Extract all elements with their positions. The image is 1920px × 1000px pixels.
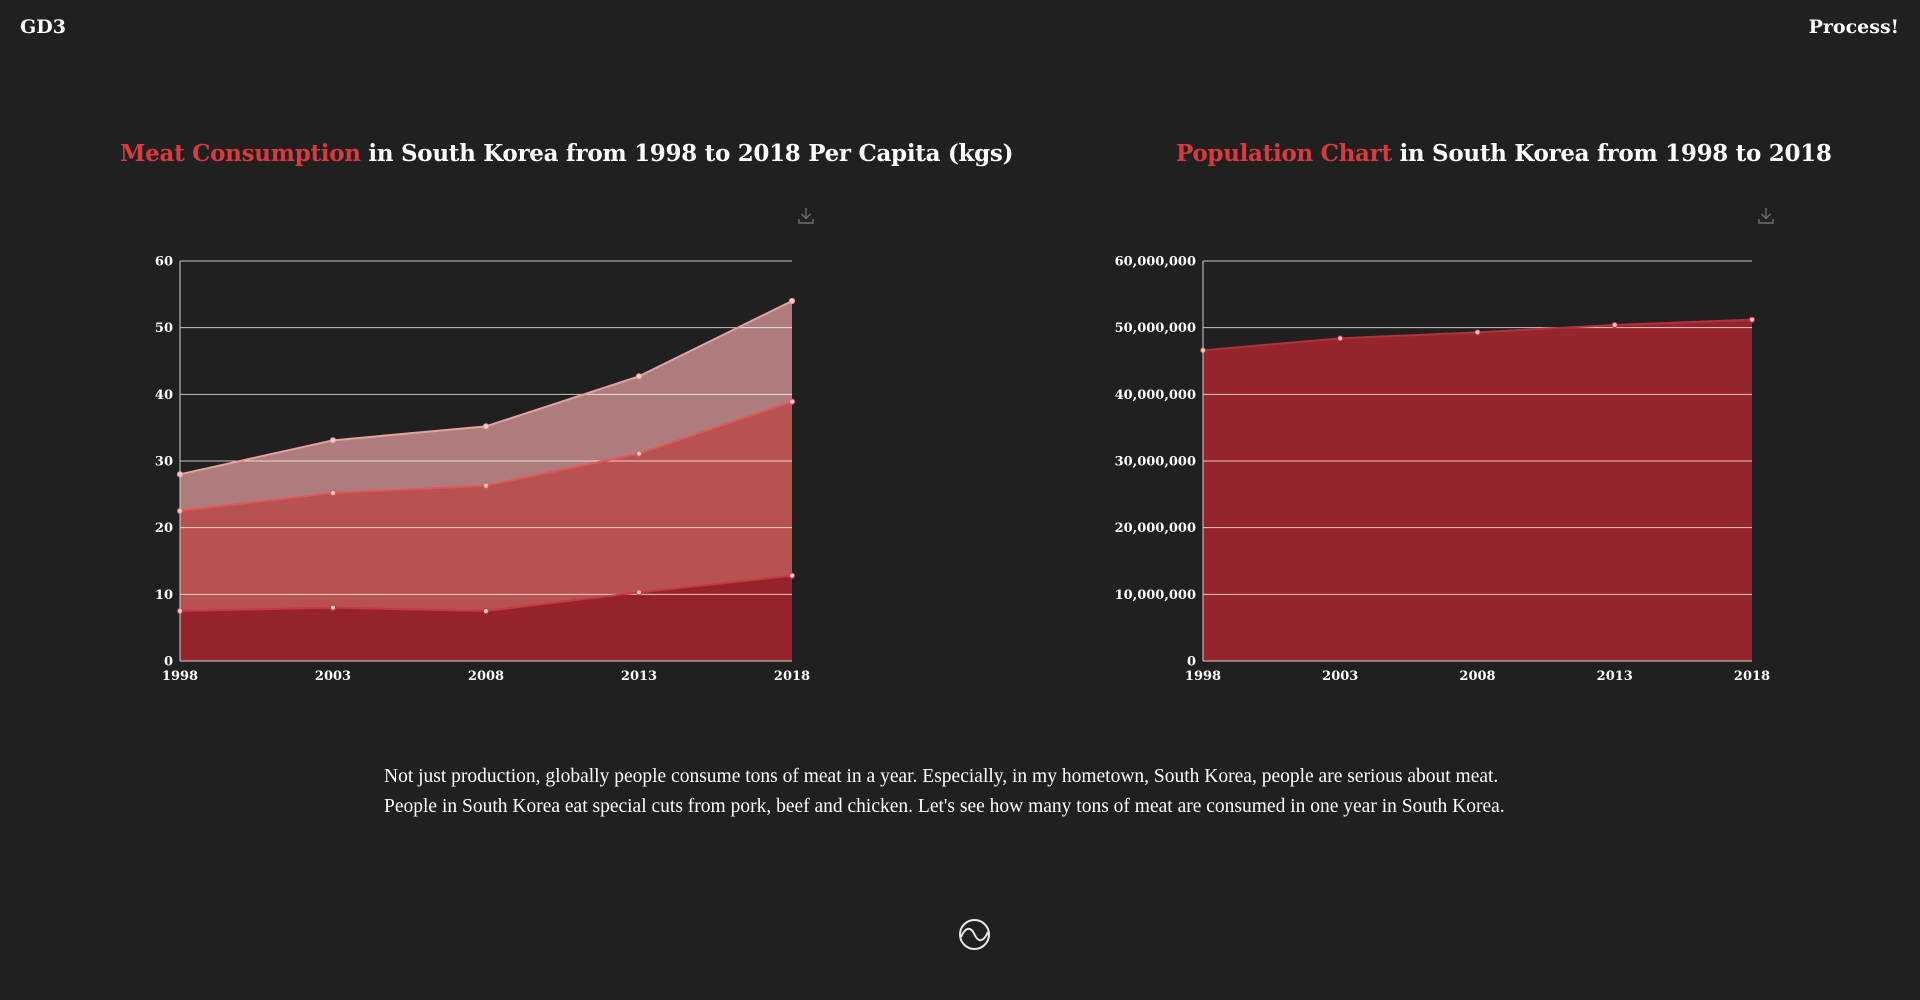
- population-chart-y-tick-label: 30,000,000: [1115, 455, 1196, 470]
- meat-chart-series-2-point: [482, 482, 490, 489]
- meat-chart-series-1-area: [180, 575, 792, 661]
- meat-chart-download-icon[interactable]: [797, 206, 815, 226]
- meat-chart-series-3-point: [329, 437, 337, 444]
- meat-chart-series-3-point: [482, 423, 490, 430]
- meat-chart-x-tick-label: 2003: [315, 669, 351, 684]
- population-chart-series-1-point: [1474, 329, 1481, 336]
- meat-chart-series-3-point: [788, 297, 796, 305]
- meat-chart-series-1-point: [329, 604, 337, 611]
- population-chart-section: Population Chart in South Korea from 199…: [1176, 140, 1832, 167]
- meat-chart-y-tick-label: 30: [155, 455, 173, 470]
- population-chart-download-icon[interactable]: [1757, 206, 1775, 226]
- description-line-1: Not just production, globally people con…: [384, 766, 1499, 787]
- meat-chart-x-tick-label: 2013: [621, 669, 657, 684]
- meat-chart-y-tick-label: 10: [155, 588, 173, 603]
- meat-chart-y-tick-label: 20: [155, 521, 173, 536]
- meat-chart-series-1-point: [482, 607, 490, 615]
- population-chart-x-tick-label: 2003: [1322, 669, 1358, 684]
- meat-chart-y-tick-label: 40: [155, 388, 173, 403]
- population-chart-x-tick-label: 1998: [1185, 669, 1221, 684]
- meat-chart-title: Meat Consumption in South Korea from 199…: [120, 140, 1013, 167]
- population-chart-y-tick-label: 10,000,000: [1115, 588, 1196, 603]
- population-chart-x-tick-label: 2018: [1734, 669, 1770, 684]
- population-chart-y-tick-label: 60,000,000: [1115, 255, 1196, 270]
- population-chart-series-1-point: [1611, 321, 1618, 329]
- meat-chart-y-tick-label: 60: [155, 255, 173, 270]
- population-chart-y-tick-label: 50,000,000: [1115, 321, 1196, 336]
- population-chart-title: Population Chart in South Korea from 199…: [1176, 140, 1832, 167]
- meat-chart-series-2-point: [635, 450, 643, 457]
- meat-chart-series-3-point: [635, 373, 643, 380]
- population-chart-title-rest: in South Korea from 1998 to 2018: [1391, 140, 1832, 167]
- meat-chart-section: Meat Consumption in South Korea from 199…: [120, 140, 1013, 167]
- population-chart-y-tick-label: 40,000,000: [1115, 388, 1196, 403]
- meat-chart-y-tick-label: 0: [164, 655, 173, 670]
- population-chart-title-accent: Population Chart: [1176, 140, 1392, 167]
- meat-chart-x-tick-label: 1998: [162, 669, 198, 684]
- description-line-2: People in South Korea eat special cuts f…: [384, 796, 1505, 817]
- population-chart-series-1-point: [1337, 335, 1344, 342]
- population-chart-y-tick-label: 0: [1187, 655, 1196, 670]
- meat-chart-title-accent: Meat Consumption: [120, 140, 361, 167]
- population-chart-x-tick-label: 2008: [1459, 669, 1495, 684]
- meat-chart-x-tick-label: 2008: [468, 669, 504, 684]
- circle-wave-logo-icon[interactable]: [958, 918, 991, 951]
- meat-chart-series-1-point: [788, 572, 796, 579]
- population-chart-series-1-area: [1203, 319, 1752, 661]
- meat-chart-title-rest: in South Korea from 1998 to 2018 Per Cap…: [360, 140, 1014, 167]
- meat-chart-y-tick-label: 50: [155, 321, 173, 336]
- population-chart-series-1-point: [1748, 316, 1756, 323]
- population-chart-y-tick-label: 20,000,000: [1115, 521, 1196, 536]
- top-bar: GD3 Process!: [0, 0, 1920, 60]
- description-text: Not just production, globally people con…: [384, 762, 1564, 822]
- brand-link[interactable]: GD3: [20, 16, 66, 38]
- process-link[interactable]: Process!: [1808, 16, 1899, 38]
- meat-chart-x-tick-label: 2018: [774, 669, 810, 684]
- meat-chart-series-2-point: [329, 489, 337, 497]
- population-chart-x-tick-label: 2013: [1597, 669, 1633, 684]
- meat-chart-series-1-point: [635, 589, 643, 596]
- meat-chart-series-2-point: [788, 398, 796, 405]
